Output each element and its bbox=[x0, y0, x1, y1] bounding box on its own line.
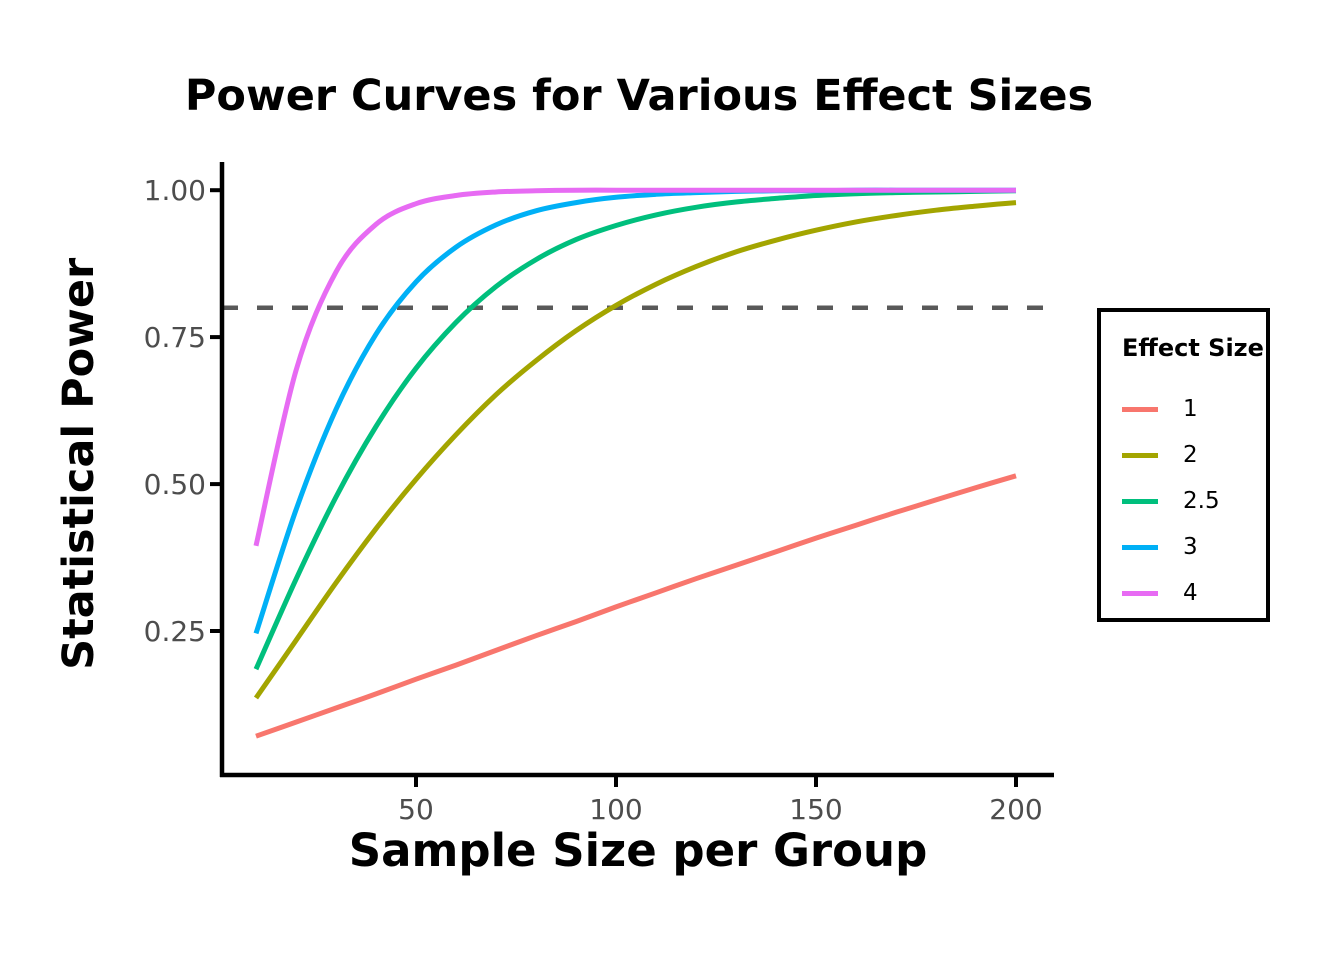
y-tick-label: 1.00 bbox=[144, 174, 206, 207]
legend-line-swatch bbox=[1122, 544, 1158, 550]
legend-item-label: 3 bbox=[1183, 534, 1198, 560]
x-axis-title: Sample Size per Group bbox=[348, 824, 928, 877]
legend-line-swatch bbox=[1122, 590, 1158, 596]
legend-item: 1 bbox=[1122, 386, 1266, 432]
curve-effect-size-3 bbox=[253, 187, 1016, 635]
legend-item-label: 2 bbox=[1183, 442, 1198, 468]
legend-item-label: 1 bbox=[1183, 396, 1198, 422]
curve-effect-size-4 bbox=[253, 187, 1016, 547]
plot-title: Power Curves for Various Effect Sizes bbox=[184, 71, 1094, 121]
legend-item-label: 2.5 bbox=[1183, 488, 1220, 514]
x-tick-label: 150 bbox=[789, 793, 842, 826]
legend-item: 4 bbox=[1122, 570, 1266, 616]
curve-effect-size-2 bbox=[253, 200, 1017, 700]
x-tick-label: 100 bbox=[589, 793, 642, 826]
legend-items: 1 2 2.5 3 4 bbox=[1122, 386, 1266, 616]
y-axis-title: Statistical Power bbox=[54, 257, 105, 670]
y-tick-label: 0.75 bbox=[144, 321, 206, 354]
legend-item: 2 bbox=[1122, 432, 1266, 478]
legend-line-swatch bbox=[1122, 498, 1158, 504]
legend-line-swatch bbox=[1122, 452, 1158, 458]
x-tick-label: 50 bbox=[398, 793, 434, 826]
x-tick-label: 200 bbox=[989, 793, 1042, 826]
curve-effect-size-2.5 bbox=[253, 188, 1017, 671]
legend-item: 3 bbox=[1122, 524, 1266, 570]
legend-title: Effect Size bbox=[1122, 334, 1264, 362]
legend-item: 2.5 bbox=[1122, 478, 1266, 524]
legend-item-label: 4 bbox=[1183, 580, 1198, 606]
curve-effect-size-1 bbox=[255, 473, 1017, 739]
y-tick-label: 0.25 bbox=[144, 615, 206, 648]
legend: Effect Size 1 2 2.5 3 4 bbox=[1097, 308, 1270, 622]
legend-line-swatch bbox=[1122, 406, 1158, 412]
y-tick-label: 0.50 bbox=[144, 468, 206, 501]
